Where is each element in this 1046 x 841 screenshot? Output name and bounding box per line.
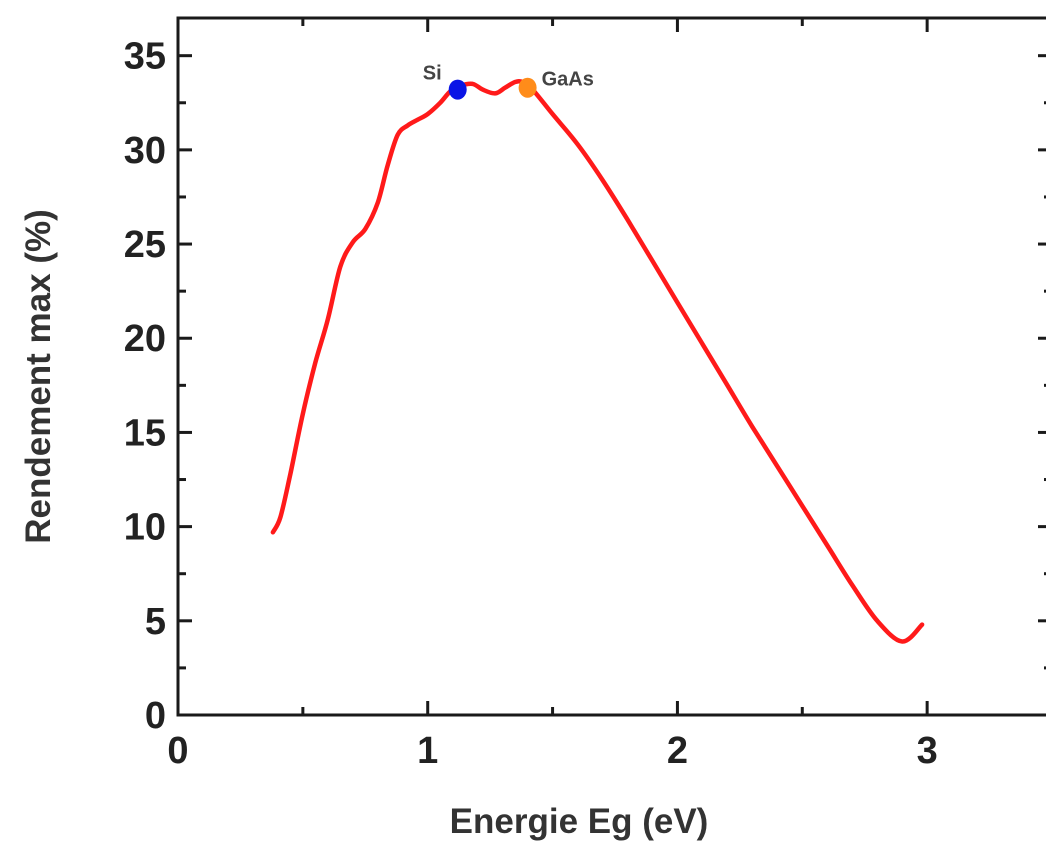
y-tick-label: 0 (145, 695, 166, 737)
x-axis-title: Energie Eg (eV) (450, 802, 709, 841)
point-annotation: Si (423, 63, 442, 85)
point-marker (448, 79, 467, 100)
y-axis-title: Rendement max (%) (19, 209, 58, 544)
x-tick-label: 0 (167, 730, 188, 772)
x-tick-label: 1 (417, 730, 438, 772)
y-tick-label: 20 (124, 318, 166, 360)
y-tick-label: 15 (124, 412, 166, 454)
point-annotation: GaAs (542, 69, 594, 91)
point-markers: Si GaAs (423, 63, 594, 100)
axis-ticks (176, 18, 1046, 717)
plot-frame (176, 16, 1046, 717)
y-tick-label: 5 (145, 601, 166, 643)
point-marker (518, 77, 537, 98)
y-tick-label: 10 (124, 507, 166, 549)
y-tick-label: 30 (124, 130, 166, 172)
y-tick-label: 25 (124, 224, 166, 266)
series-line (270, 78, 925, 644)
y-tick-label: 35 (124, 36, 166, 78)
x-tick-label: 2 (667, 730, 688, 772)
x-tick-label: 3 (917, 730, 938, 772)
